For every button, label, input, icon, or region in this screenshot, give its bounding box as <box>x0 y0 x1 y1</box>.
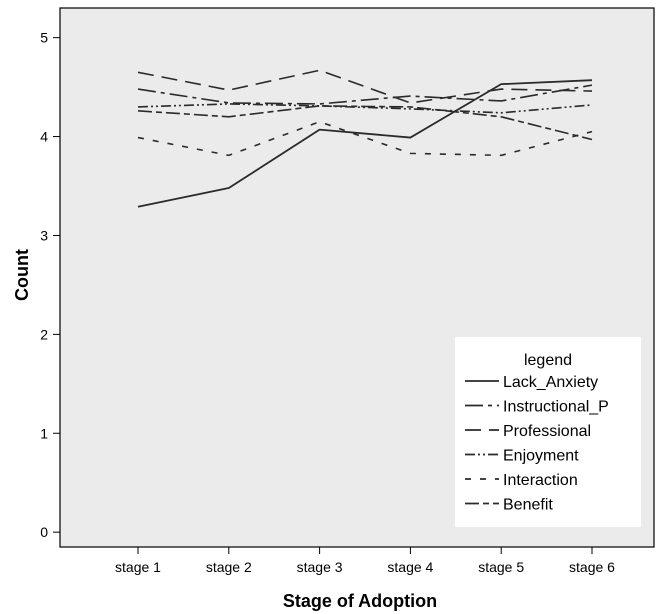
legend-box <box>455 337 641 527</box>
y-tick-label: 4 <box>40 129 48 145</box>
legend-label: Instructional_P <box>503 399 609 416</box>
x-tick-label: stage 3 <box>297 559 343 575</box>
series-line-interaction <box>137 120 593 157</box>
series-line-enjoyment <box>137 103 593 114</box>
legend-label: Professional <box>503 423 591 440</box>
y-tick-label: 0 <box>40 524 48 540</box>
axes: 0 1 2 3 4 5 stage 1 stage 2 stage 3 stage 4 stage … <box>40 30 615 575</box>
y-tick-label: 1 <box>40 425 48 441</box>
legend-label: Interaction <box>503 472 578 489</box>
x-tick-label: stage 5 <box>478 559 524 575</box>
y-tick-label: 5 <box>40 30 48 46</box>
legend-label: Benefit <box>503 497 553 514</box>
legend: legend Lack_Anxiety Instructional_P Profes… <box>455 337 641 527</box>
legend-label: Lack_Anxiety <box>503 374 598 391</box>
y-tick-label: 2 <box>40 326 48 342</box>
series-line-professional <box>137 69 593 104</box>
series-lines <box>137 69 593 208</box>
legend-title: legend <box>524 352 572 369</box>
series-line-instructional-p <box>137 84 593 105</box>
y-tick-label: 3 <box>40 227 48 243</box>
x-tick-label: stage 1 <box>115 559 161 575</box>
x-tick-label: stage 4 <box>387 559 433 575</box>
x-axis-title: Stage of Adoption <box>283 591 437 611</box>
x-tick-label: stage 2 <box>206 559 252 575</box>
legend-label: Enjoyment <box>503 448 579 465</box>
y-axis-title: Count <box>12 249 32 301</box>
x-tick-label: stage 6 <box>569 559 615 575</box>
series-line-lack-anxiety <box>137 79 593 208</box>
series-line-benefit <box>137 105 593 141</box>
